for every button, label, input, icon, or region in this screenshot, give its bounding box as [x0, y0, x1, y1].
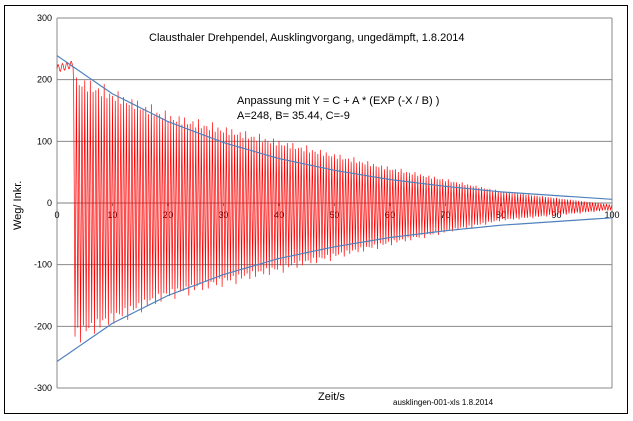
x-tick-label: 30 [218, 210, 228, 220]
fit-formula: Anpassung mit Y = C + A * (EXP (-X / B) … [237, 95, 439, 107]
y-tick-label: -300 [34, 383, 52, 393]
x-tick-label: 100 [604, 210, 619, 220]
y-tick-label: -100 [34, 260, 52, 270]
x-tick-labels: 0 10 20 30 40 50 60 70 80 90 100 [54, 210, 619, 220]
x-tick-label: 20 [163, 210, 173, 220]
plot-area [56, 55, 613, 362]
y-tick-label: 0 [47, 198, 52, 208]
y-axis-label: Weg/ Inkr. [12, 181, 24, 230]
x-axis-label: Zeit/s [318, 391, 345, 403]
x-tick-label: 0 [54, 210, 59, 220]
y-tick-labels: 300 200 100 0 -100 -200 -300 [34, 13, 52, 393]
y-tick-label: 300 [37, 13, 52, 23]
upper-envelope-curve [56, 55, 613, 200]
y-tick-label: 100 [37, 136, 52, 146]
footer-note: ausklingen-001-xls 1.8.2014 [393, 398, 494, 407]
y-tick-label: 200 [37, 75, 52, 85]
grid [56, 17, 613, 389]
fit-params: A=248, B= 35.44, C=-9 [237, 110, 350, 122]
x-tick-label: 50 [329, 210, 339, 220]
lower-envelope-curve [56, 217, 613, 362]
x-tick-label: 90 [551, 210, 561, 220]
x-tick-label: 40 [274, 210, 284, 220]
x-tick-label: 10 [107, 210, 117, 220]
chart-title: Clausthaler Drehpendel, Ausklingvorgang,… [149, 32, 465, 44]
x-tick-label: 70 [440, 210, 450, 220]
x-tick-label: 60 [385, 210, 395, 220]
oscillation-series [56, 60, 613, 343]
y-tick-label: -200 [34, 321, 52, 331]
x-tick-label: 80 [496, 210, 506, 220]
